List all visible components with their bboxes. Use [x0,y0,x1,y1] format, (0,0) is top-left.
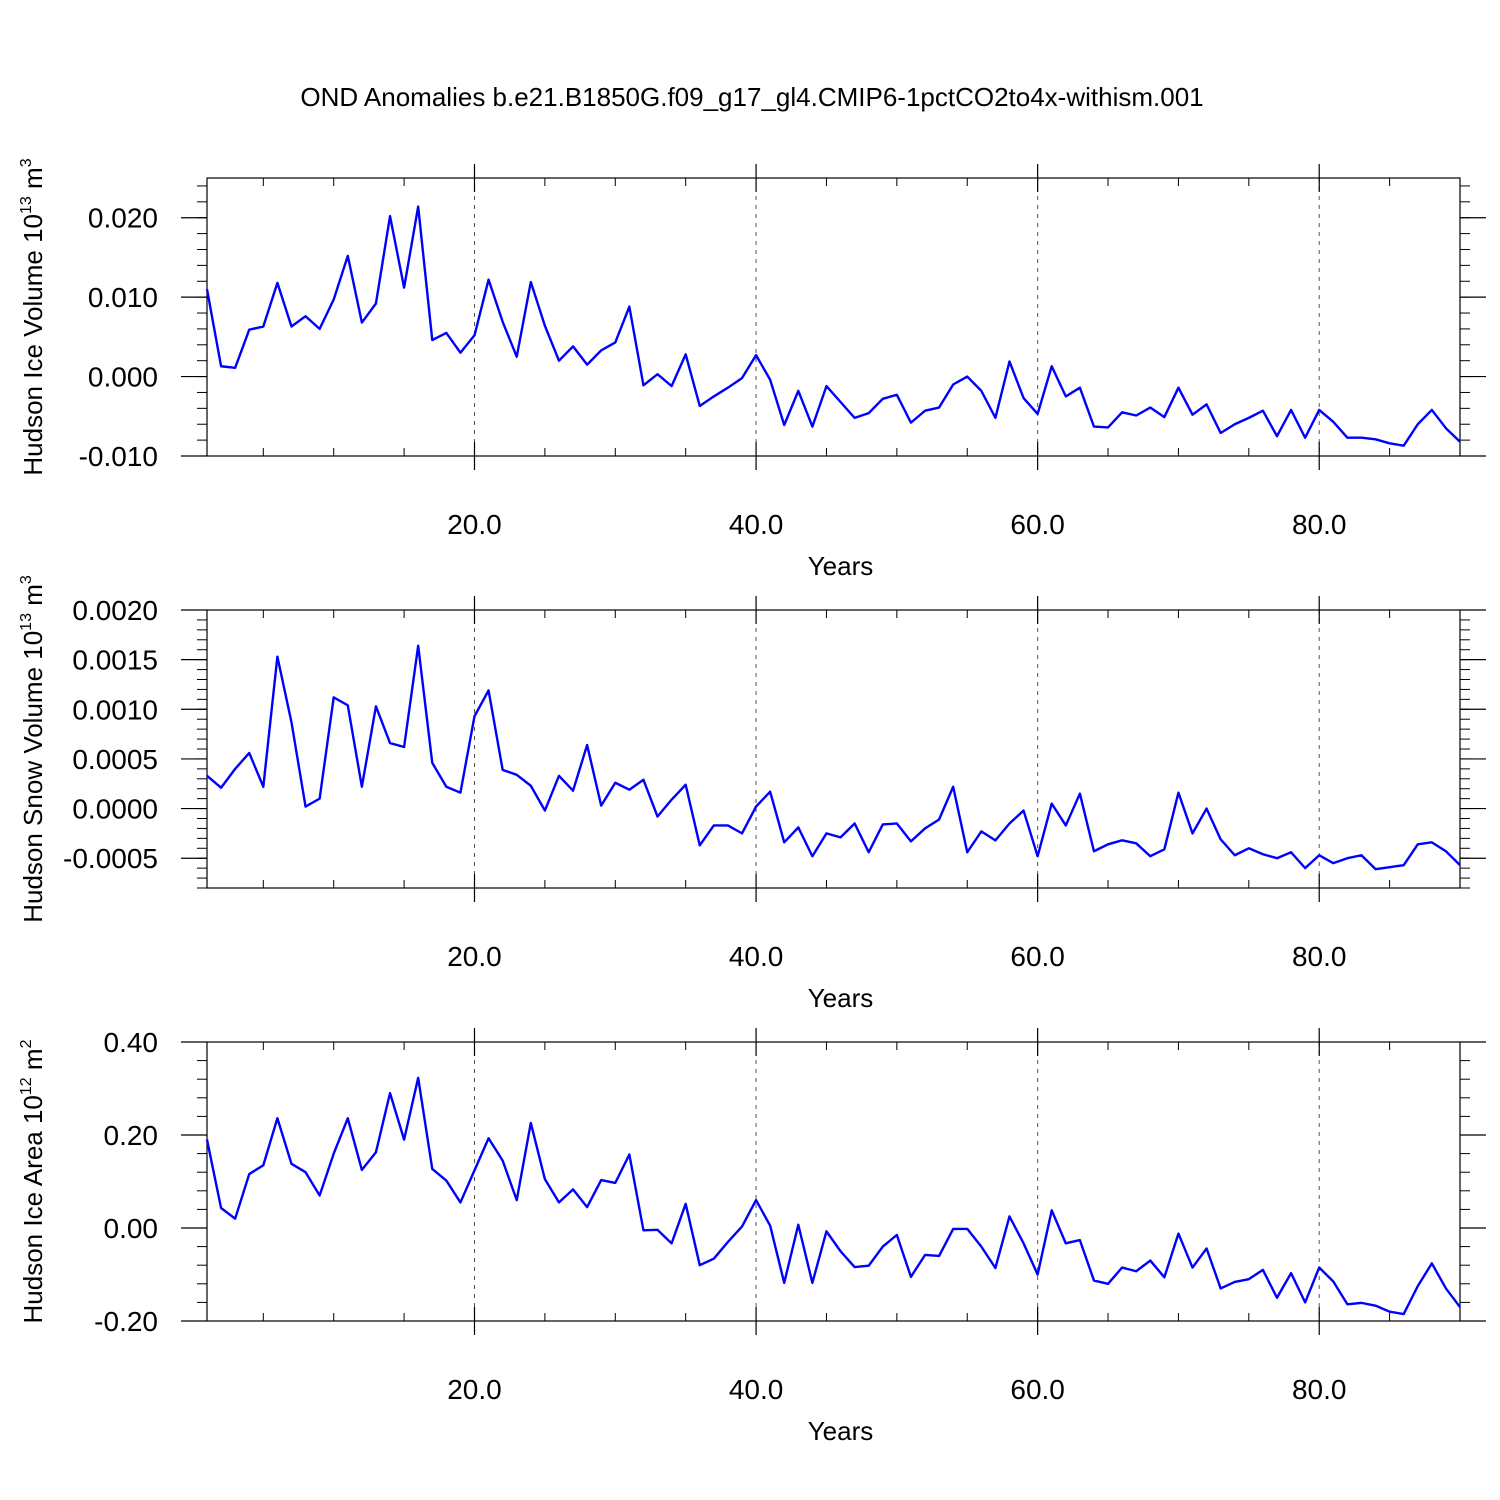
y-axis-title: Hudson Ice Volume 1013 m3 [18,158,48,475]
main-title: OND Anomalies b.e21.B1850G.f09_g17_gl4.C… [300,82,1203,112]
x-axis-title: Years [808,983,874,1013]
x-tick-label: 40.0 [729,509,784,540]
y-tick-label: 0.0000 [72,794,158,825]
x-tick-label: 20.0 [447,509,502,540]
y-axis-title: Hudson Ice Area 1012 m2 [18,1039,48,1323]
y-tick-label: 0.010 [88,282,158,313]
y-tick-label: -0.20 [94,1306,158,1337]
x-tick-label: 20.0 [447,941,502,972]
y-tick-label: 0.00 [104,1213,159,1244]
x-axis-title: Years [808,1416,874,1446]
x-tick-label: 80.0 [1292,509,1347,540]
x-tick-label: 40.0 [729,941,784,972]
panel-1: 20.0 40.0 60.0 80.0 -0.010 0.000 0.010 0.020 Yea… [18,158,1486,581]
x-tick-label: 40.0 [729,1374,784,1405]
x-tick-label: 60.0 [1010,941,1065,972]
series-line [206,644,1461,871]
series-line [205,205,1461,447]
x-tick-label: 60.0 [1010,509,1065,540]
panel-2: 20.0 40.0 60.0 80.0 -0.0005 0.0000 0.0005 0.001… [18,575,1486,1013]
y-tick-label: 0.20 [104,1120,159,1151]
y-tick-label: 0.0005 [72,744,158,775]
series-line [205,1076,1461,1316]
y-tick-label: -0.010 [79,441,158,472]
plot-frame [206,1041,1461,1322]
x-tick-label: 20.0 [447,1374,502,1405]
plot-frame [206,177,1461,457]
plot-frame [206,609,1461,889]
x-tick-label: 80.0 [1292,941,1347,972]
panel-3: 20.0 40.0 60.0 80.0 -0.20 0.00 0.20 0.40 Years Hu… [18,1027,1486,1446]
y-tick-label: 0.020 [88,203,158,234]
y-tick-label: 0.0010 [72,694,158,725]
y-axis-title: Hudson Snow Volume 1013 m3 [18,575,48,923]
y-tick-label: -0.0005 [63,843,158,874]
y-tick-label: 0.0020 [72,595,158,626]
y-tick-label: 0.40 [104,1027,159,1058]
x-axis-title: Years [808,551,874,581]
panels: 20.0 40.0 60.0 80.0 -0.010 0.000 0.010 0.020 Yea… [18,158,1486,1446]
x-tick-label: 80.0 [1292,1374,1347,1405]
y-tick-label: 0.0015 [72,645,158,676]
x-tick-label: 60.0 [1010,1374,1065,1405]
y-tick-label: 0.000 [88,362,158,393]
